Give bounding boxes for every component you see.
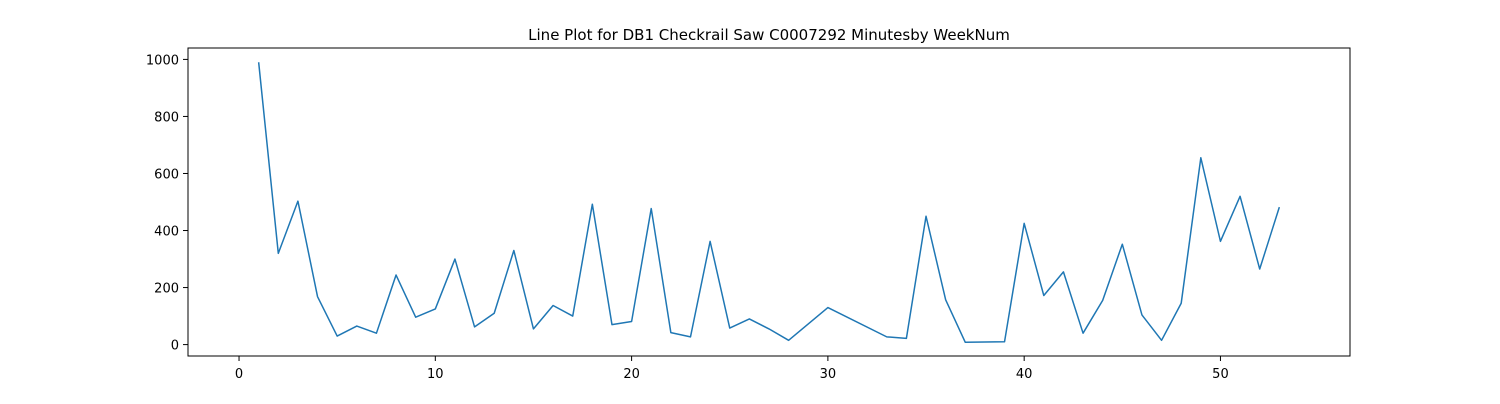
y-tick-label: 1000 <box>146 53 179 68</box>
y-tick-label: 400 <box>154 225 179 240</box>
x-tick-label: 40 <box>1016 367 1033 382</box>
axes-frame <box>187 47 1351 357</box>
plot-area <box>257 62 1281 344</box>
x-tick-label: 50 <box>1212 367 1229 382</box>
y-tick-label: 0 <box>171 339 179 354</box>
series-line <box>257 62 1281 344</box>
x-tick-label: 10 <box>427 367 444 382</box>
chart-title: Line Plot for DB1 Checkrail Saw C0007292… <box>528 26 1010 44</box>
x-tick-label: 30 <box>820 367 837 382</box>
x-tick-label: 0 <box>235 367 243 382</box>
y-tick-label: 200 <box>154 282 179 297</box>
x-tick-label: 20 <box>623 367 640 382</box>
y-tick-label: 800 <box>154 110 179 125</box>
axes: 0 10 20 30 40 50 0 200 400 600 800 1000 <box>146 47 1351 382</box>
y-tick-label: 600 <box>154 167 179 182</box>
